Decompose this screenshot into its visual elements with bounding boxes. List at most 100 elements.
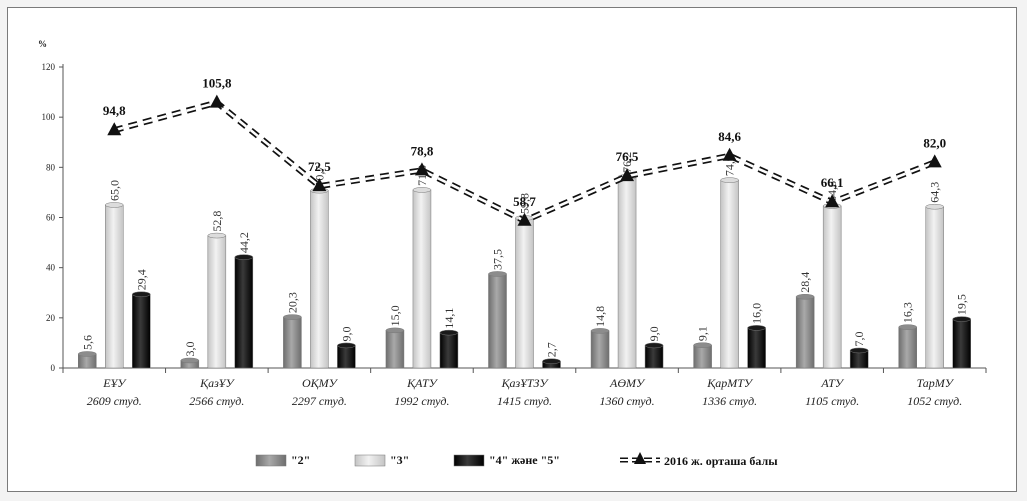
category-sublabel: 1992 студ.: [394, 394, 449, 408]
bar-top: [385, 327, 405, 334]
y-tick-label: 40: [46, 263, 56, 273]
bar: [385, 330, 405, 369]
category-label: АТУ: [820, 376, 845, 390]
legend-swatch: [255, 454, 287, 467]
line-marker: [722, 147, 737, 161]
category-sublabel: 2566 студ.: [189, 394, 244, 408]
bar: [898, 326, 917, 369]
bar: [337, 345, 356, 369]
legend-label: "2": [291, 453, 310, 467]
line-marker: [107, 122, 122, 136]
bar-top: [952, 316, 971, 322]
bar-top: [925, 203, 944, 210]
bar: [310, 190, 329, 369]
bar-value-label: 3,0: [183, 341, 197, 356]
bar-value-label: 52,8: [210, 211, 224, 232]
bar-value-label: 9,1: [696, 326, 710, 341]
y-tick-label: 120: [42, 62, 56, 72]
bar-value-label: 20,3: [285, 292, 299, 313]
bar: [105, 204, 124, 369]
bar-top: [488, 271, 507, 277]
bar-value-label: 9,0: [339, 326, 353, 341]
line-value-label: 78,8: [411, 143, 434, 158]
bar-top: [132, 291, 151, 298]
bar-value-label: 19,5: [955, 294, 969, 315]
line-marker: [620, 168, 635, 182]
bar-top: [898, 324, 917, 330]
bar: [488, 273, 507, 369]
bar: [925, 206, 944, 369]
bar-value-label: 14,1: [442, 308, 456, 329]
bar: [412, 189, 432, 369]
bar: [132, 294, 151, 369]
line-value-label: 72,5: [308, 159, 331, 174]
bar-value-label: 64,3: [928, 182, 942, 203]
chart-svg: % 0 20 40 60 80 100 120 ЕҰУ 2609 студ. ҚазҰУ 2566 …: [38, 39, 987, 468]
line-marker: [517, 212, 532, 226]
bar-value-label: 37,5: [491, 249, 505, 270]
bar-value-label: 29,4: [134, 269, 148, 290]
bar: [822, 205, 842, 369]
bar-top: [105, 202, 124, 208]
bar-value-label: 64,6: [825, 181, 839, 202]
legend: "2" "3" "4" және "5" 2016 ж. орташа балы: [255, 452, 778, 468]
chart-frame: % 0 20 40 60 80 100 120 ЕҰУ 2609 студ. ҚазҰУ 2566 …: [7, 7, 1017, 492]
category-label: ОҚМУ: [302, 376, 339, 390]
y-tick-label: 0: [51, 363, 56, 373]
bar: [617, 176, 637, 369]
line-marker: [209, 94, 224, 108]
line-marker: [825, 194, 840, 208]
bar-top: [234, 254, 254, 260]
bar-value-label: 9,0: [647, 326, 661, 341]
bar-value-label: 28,4: [798, 272, 812, 293]
bar-value-label: 44,2: [237, 232, 251, 253]
bar-value-label: 2,7: [545, 342, 559, 357]
bar-top: [180, 357, 200, 364]
bar-value-label: 14,8: [593, 306, 607, 327]
bar-top: [720, 177, 739, 183]
category-sublabel: 1336 студ.: [702, 394, 757, 408]
bar-top: [795, 294, 815, 300]
bar: [283, 316, 302, 369]
legend-label: "4" және "5": [489, 453, 560, 467]
bar: [720, 179, 739, 369]
y-tick-label: 80: [46, 162, 56, 172]
bar-value-label: 5,6: [80, 335, 94, 350]
legend-label: "3": [390, 453, 409, 467]
axes: 0 20 40 60 80 100 120 ЕҰУ 2609 студ. ҚазҰУ 2566 ст…: [42, 62, 987, 408]
legend-label: 2016 ж. орташа балы: [664, 454, 778, 468]
y-tick-label: 100: [42, 112, 56, 122]
bar-top: [644, 342, 664, 349]
bar-top: [439, 329, 459, 336]
bar-top: [283, 314, 302, 320]
line-value-label: 76,5: [616, 149, 639, 164]
y-tick-label: 60: [46, 213, 56, 223]
legend-marker: [634, 452, 646, 464]
bar-top: [207, 232, 227, 239]
bar-top: [693, 342, 712, 348]
category-label: ҚазҰТЗУ: [501, 376, 550, 390]
line-value-label: 82,0: [923, 135, 946, 150]
line-value-label: 105,8: [202, 76, 232, 91]
y-axis-label: %: [38, 39, 47, 49]
category-label: ҚарМТУ: [706, 376, 754, 390]
bar-top: [542, 358, 561, 364]
bar-top: [412, 187, 432, 193]
category-sublabel: 1360 студ.: [600, 394, 655, 408]
bar: [747, 327, 766, 369]
bar-value-label: 7,0: [852, 331, 866, 346]
category-label: ЕҰУ: [102, 376, 127, 390]
bar-value-label: 59,8: [518, 193, 532, 214]
category-sublabel: 2609 студ.: [87, 394, 142, 408]
bar-top: [590, 328, 610, 334]
y-tick-label: 20: [46, 313, 56, 323]
line-value-label: 66,1: [821, 175, 844, 190]
bar-value-label: 15,0: [388, 305, 402, 326]
bar: [644, 345, 664, 369]
legend-swatch: [354, 454, 386, 467]
average-line: 94,8 105,8 72,5 78,8 58,7 76,5 84,6 66,1 82,0: [103, 76, 946, 226]
line-value-label: 94,8: [103, 103, 126, 118]
bar-top: [747, 325, 766, 331]
category-label: АӨМУ: [609, 376, 646, 390]
bar-value-label: 65,0: [107, 180, 121, 201]
